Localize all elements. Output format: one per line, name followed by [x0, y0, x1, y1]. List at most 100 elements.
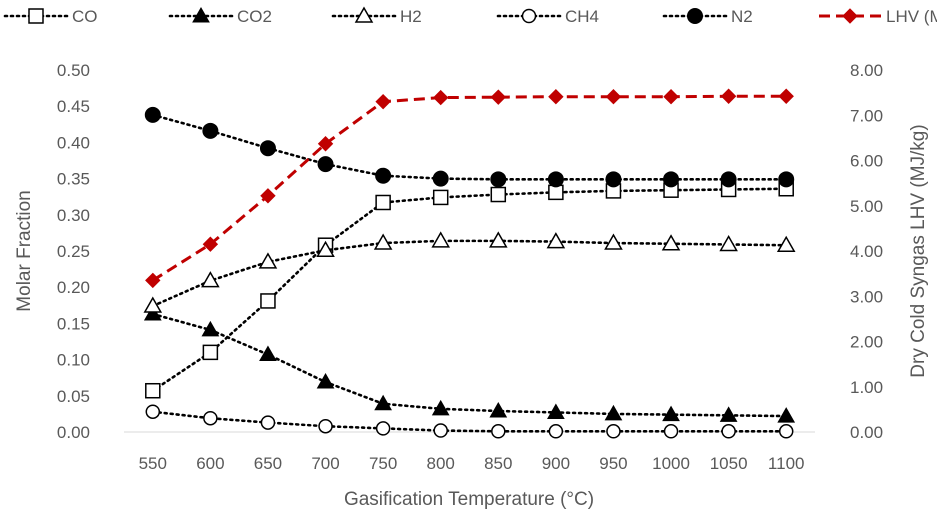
data-point-h2	[488, 231, 508, 248]
legend-marker	[192, 6, 210, 23]
legend-label: CH4	[565, 7, 599, 26]
y-tick-label: 0.15	[57, 314, 90, 333]
legend-item-n2: N2	[662, 7, 753, 26]
y-tick-label: 0.20	[57, 278, 90, 297]
data-point-n2	[720, 171, 737, 188]
right-axis-ticks: 0.00 1.00 2.00 3.00 4.00 5.00 6.00 7.00 8.00	[850, 61, 883, 442]
legend-item-co2: CO2	[168, 6, 272, 26]
data-point-ch4	[433, 423, 448, 438]
data-point-co	[548, 184, 564, 201]
y2-tick-label: 1.00	[850, 378, 883, 397]
y2-tick-label: 6.00	[850, 152, 883, 171]
y2-tick-label: 4.00	[850, 242, 883, 261]
data-point-ch4	[721, 424, 736, 439]
y2-tick-label: 7.00	[850, 106, 883, 125]
data-point-n2	[432, 170, 449, 187]
data-point-n2	[663, 171, 680, 188]
data-point-lhv-mj-kg	[260, 188, 276, 204]
x-tick-label: 750	[369, 454, 397, 473]
x-tick-label: 850	[484, 454, 512, 473]
x-axis-ticks: 550 600 650 700 750 800 850 900 950 1000 1050 1100	[139, 454, 805, 473]
x-tick-label: 900	[542, 454, 570, 473]
data-point-co2	[143, 304, 162, 321]
data-point-ch4	[663, 424, 679, 439]
data-point-n2	[202, 122, 219, 139]
data-point-ch4	[145, 404, 161, 419]
y2-tick-label: 8.00	[850, 61, 883, 80]
data-point-lhv-mj-kg	[433, 89, 449, 106]
y-tick-label: 0.05	[57, 387, 90, 406]
legend-marker	[354, 6, 374, 23]
data-point-co2	[374, 394, 392, 411]
data-point-h2	[431, 231, 451, 248]
data-point-h2	[201, 271, 220, 288]
x-tick-label: 700	[311, 454, 339, 473]
data-point-h2	[316, 240, 335, 258]
series-line-ch4	[151, 410, 788, 433]
data-point-h2	[661, 234, 681, 251]
y-tick-label: 0.40	[57, 133, 90, 152]
y-tick-label: 0.35	[57, 170, 90, 189]
data-point-h2	[776, 235, 796, 252]
series-n2	[144, 106, 795, 188]
y2-tick-label: 5.00	[850, 197, 883, 216]
data-point-lhv-mj-kg	[490, 89, 506, 105]
data-point-n2	[317, 156, 334, 173]
data-point-h2	[719, 234, 738, 252]
data-point-co2	[719, 406, 738, 422]
data-point-ch4	[375, 421, 391, 436]
data-point-ch4	[203, 410, 218, 426]
y-tick-label: 0.45	[57, 97, 90, 116]
data-point-lhv-mj-kg	[778, 88, 794, 104]
legend-item-co: CO	[3, 7, 98, 26]
x-axis-title: Gasification Temperature (°C)	[344, 489, 594, 510]
data-point-h2	[258, 252, 278, 269]
y-tick-label: 0.30	[57, 206, 90, 225]
y-axis-title: Molar Fraction	[14, 190, 35, 311]
x-tick-label: 950	[599, 454, 627, 473]
data-point-lhv-mj-kg	[605, 88, 622, 105]
y2-tick-label: 0.00	[850, 423, 883, 442]
data-point-h2	[143, 296, 163, 313]
data-point-lhv-mj-kg	[663, 88, 679, 105]
legend-label: CO2	[237, 7, 272, 26]
plot-area	[143, 88, 796, 439]
x-tick-label: 550	[139, 454, 167, 473]
data-point-ch4	[778, 424, 794, 439]
series-lhv-mj-kg	[145, 88, 794, 289]
legend-item-h2: H2	[331, 6, 422, 26]
data-point-lhv-mj-kg	[375, 93, 391, 110]
data-point-ch4	[491, 424, 506, 439]
legend-label: N2	[731, 7, 753, 26]
y-tick-label: 0.00	[57, 423, 90, 442]
x-tick-label: 800	[427, 454, 455, 473]
series-line-n2	[151, 113, 788, 181]
x-tick-label: 650	[254, 454, 282, 473]
data-point-co2	[259, 345, 277, 362]
data-point-n2	[547, 171, 564, 188]
data-point-n2	[144, 106, 161, 123]
legend-label: LHV (MJ/kg)	[886, 7, 937, 26]
series-ch4	[145, 404, 794, 439]
left-axis-ticks: 0.00 0.05 0.10 0.15 0.20 0.25 0.30 0.35 0.40 0.45…	[57, 61, 90, 442]
y-tick-label: 0.25	[57, 242, 90, 261]
data-point-n2	[259, 140, 276, 157]
data-point-h2	[604, 233, 623, 250]
x-tick-label: 1100	[768, 454, 805, 473]
y-tick-label: 0.10	[57, 351, 90, 370]
data-point-co	[375, 194, 391, 211]
data-point-co2	[201, 320, 220, 337]
legend-label: CO	[72, 7, 98, 26]
data-point-lhv-mj-kg	[720, 88, 737, 104]
series-line-h2	[151, 239, 788, 308]
data-point-ch4	[318, 418, 333, 434]
data-point-co	[490, 186, 507, 203]
data-point-co2	[662, 405, 680, 422]
data-point-n2	[605, 171, 622, 188]
data-point-lhv-mj-kg	[317, 136, 334, 152]
data-point-co2	[604, 404, 623, 421]
y2-tick-label: 2.00	[850, 333, 883, 352]
series-co2	[143, 304, 796, 423]
x-tick-label: 1000	[652, 454, 690, 473]
